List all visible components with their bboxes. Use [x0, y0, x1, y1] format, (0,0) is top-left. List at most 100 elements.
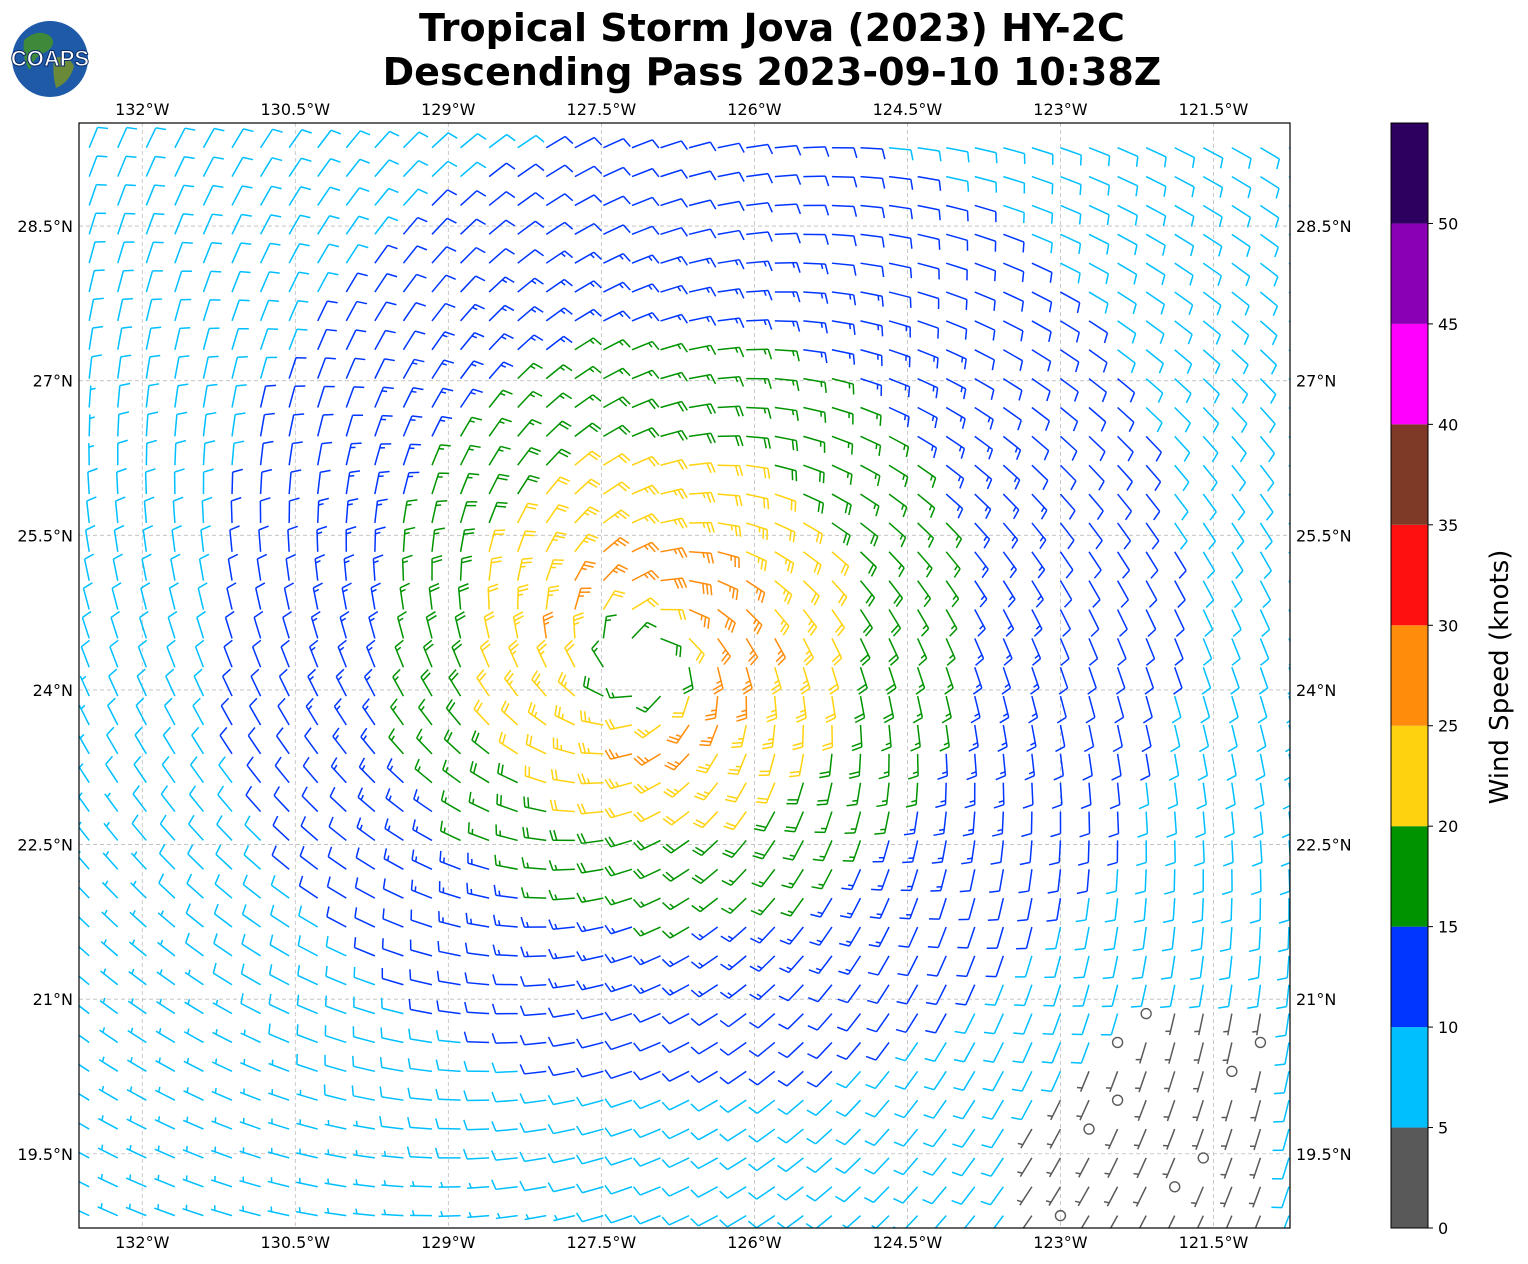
wind-barb [388, 728, 404, 755]
wind-barb [1088, 378, 1108, 403]
wind-barb [202, 355, 219, 379]
wind-barb [1259, 262, 1279, 287]
wind-barb [576, 1067, 604, 1078]
wind-barb [1083, 1123, 1095, 1135]
wind-barb [925, 1013, 947, 1034]
wind-barb [1145, 464, 1162, 492]
wind-barb [860, 522, 879, 547]
wind-barb [1259, 291, 1279, 316]
wind-barb [688, 257, 717, 268]
wind-barb [896, 984, 919, 1005]
wind-barb [88, 325, 104, 350]
wind-barb [1135, 1042, 1147, 1064]
wind-barb [1277, 926, 1290, 953]
wind-barb [1220, 898, 1233, 924]
wind-barb [864, 1157, 890, 1175]
wind-barb [492, 974, 518, 986]
lat-tick-left: 24°N [33, 681, 73, 700]
wind-barb [156, 969, 176, 986]
wind-barb [460, 190, 487, 207]
wind-barb [1166, 811, 1178, 838]
wind-barb [576, 1096, 604, 1107]
wind-barb [460, 246, 486, 264]
wind-barb [1011, 1070, 1033, 1092]
wind-barb [97, 1173, 119, 1188]
wind-barb [488, 417, 512, 437]
wind-barb [1231, 291, 1250, 316]
wind-barb [374, 187, 399, 206]
wind-barb [1031, 493, 1048, 520]
wind-barb [1134, 869, 1147, 895]
wind-barb [633, 1012, 661, 1023]
wind-barb [604, 1127, 633, 1137]
wind-barb [717, 376, 745, 387]
wind-barb [325, 936, 347, 957]
wind-barb [746, 406, 772, 419]
wind-barb [288, 385, 306, 408]
wind-barb [1048, 840, 1062, 866]
wind-barb [345, 158, 370, 178]
wind-barb [1259, 580, 1272, 609]
wind-barb [117, 184, 136, 206]
wind-barb [746, 435, 771, 449]
wind-barb [249, 697, 262, 726]
wind-barb [602, 537, 630, 553]
wind-barb [335, 668, 347, 697]
wind-barb [803, 435, 826, 453]
colorbar-tick-label: 15 [1438, 918, 1458, 937]
wind-barb [982, 1070, 1004, 1092]
wind-barb [574, 450, 601, 466]
wind-barb [1078, 840, 1090, 866]
wind-barb [831, 580, 848, 607]
wind-barb [917, 522, 935, 548]
wind-barb [217, 785, 233, 813]
wind-barb [1160, 955, 1176, 980]
wind-barb [688, 637, 705, 664]
wind-barb [392, 668, 405, 697]
wind-barb [924, 1042, 947, 1062]
wind-barb [1103, 1186, 1119, 1207]
wind-barb [774, 261, 801, 273]
wind-barb [374, 414, 393, 437]
wind-barb [1249, 1157, 1262, 1180]
wind-barb [574, 194, 603, 207]
wind-barb [270, 875, 290, 899]
wind-barb [751, 868, 776, 888]
wind-barb [1223, 1013, 1233, 1036]
wind-barb [1053, 753, 1065, 781]
wind-barb [576, 862, 604, 874]
wind-barb [871, 1215, 890, 1228]
wind-barb [1016, 1186, 1033, 1206]
wind-barb [269, 934, 290, 957]
wind-barb [374, 130, 400, 149]
wind-barb [717, 142, 745, 153]
wind-barb [1163, 1099, 1176, 1122]
coaps-logo: COAPS [10, 21, 90, 97]
wind-barb [1116, 580, 1130, 608]
wind-barb [1249, 1128, 1262, 1151]
wind-barb [1031, 291, 1053, 313]
wind-barb [774, 349, 800, 362]
wind-barb [135, 697, 147, 726]
wind-barb [300, 816, 319, 841]
wind-barb [1085, 695, 1096, 724]
wind-barb [436, 970, 461, 986]
wind-barb [239, 1117, 261, 1130]
wind-barb [660, 226, 688, 237]
wind-barb [1171, 695, 1182, 724]
wind-barb [202, 383, 218, 408]
wind-barb [690, 1070, 719, 1084]
wind-barb [1218, 955, 1233, 981]
wind-barb [435, 1029, 461, 1044]
wind-barb [931, 840, 947, 864]
wind-barb [962, 811, 976, 837]
wind-barb [831, 377, 855, 395]
wind-barb [661, 1186, 690, 1197]
wind-barb [381, 938, 404, 957]
wind-barb [831, 262, 857, 276]
wind-barb [431, 302, 456, 322]
wind-barb [1043, 984, 1062, 1007]
wind-barb [460, 133, 487, 149]
axis-ticks: 132°W132°W130.5°W130.5°W129°W129°W127.5°… [17, 100, 1351, 1252]
wind-barb [156, 998, 176, 1015]
